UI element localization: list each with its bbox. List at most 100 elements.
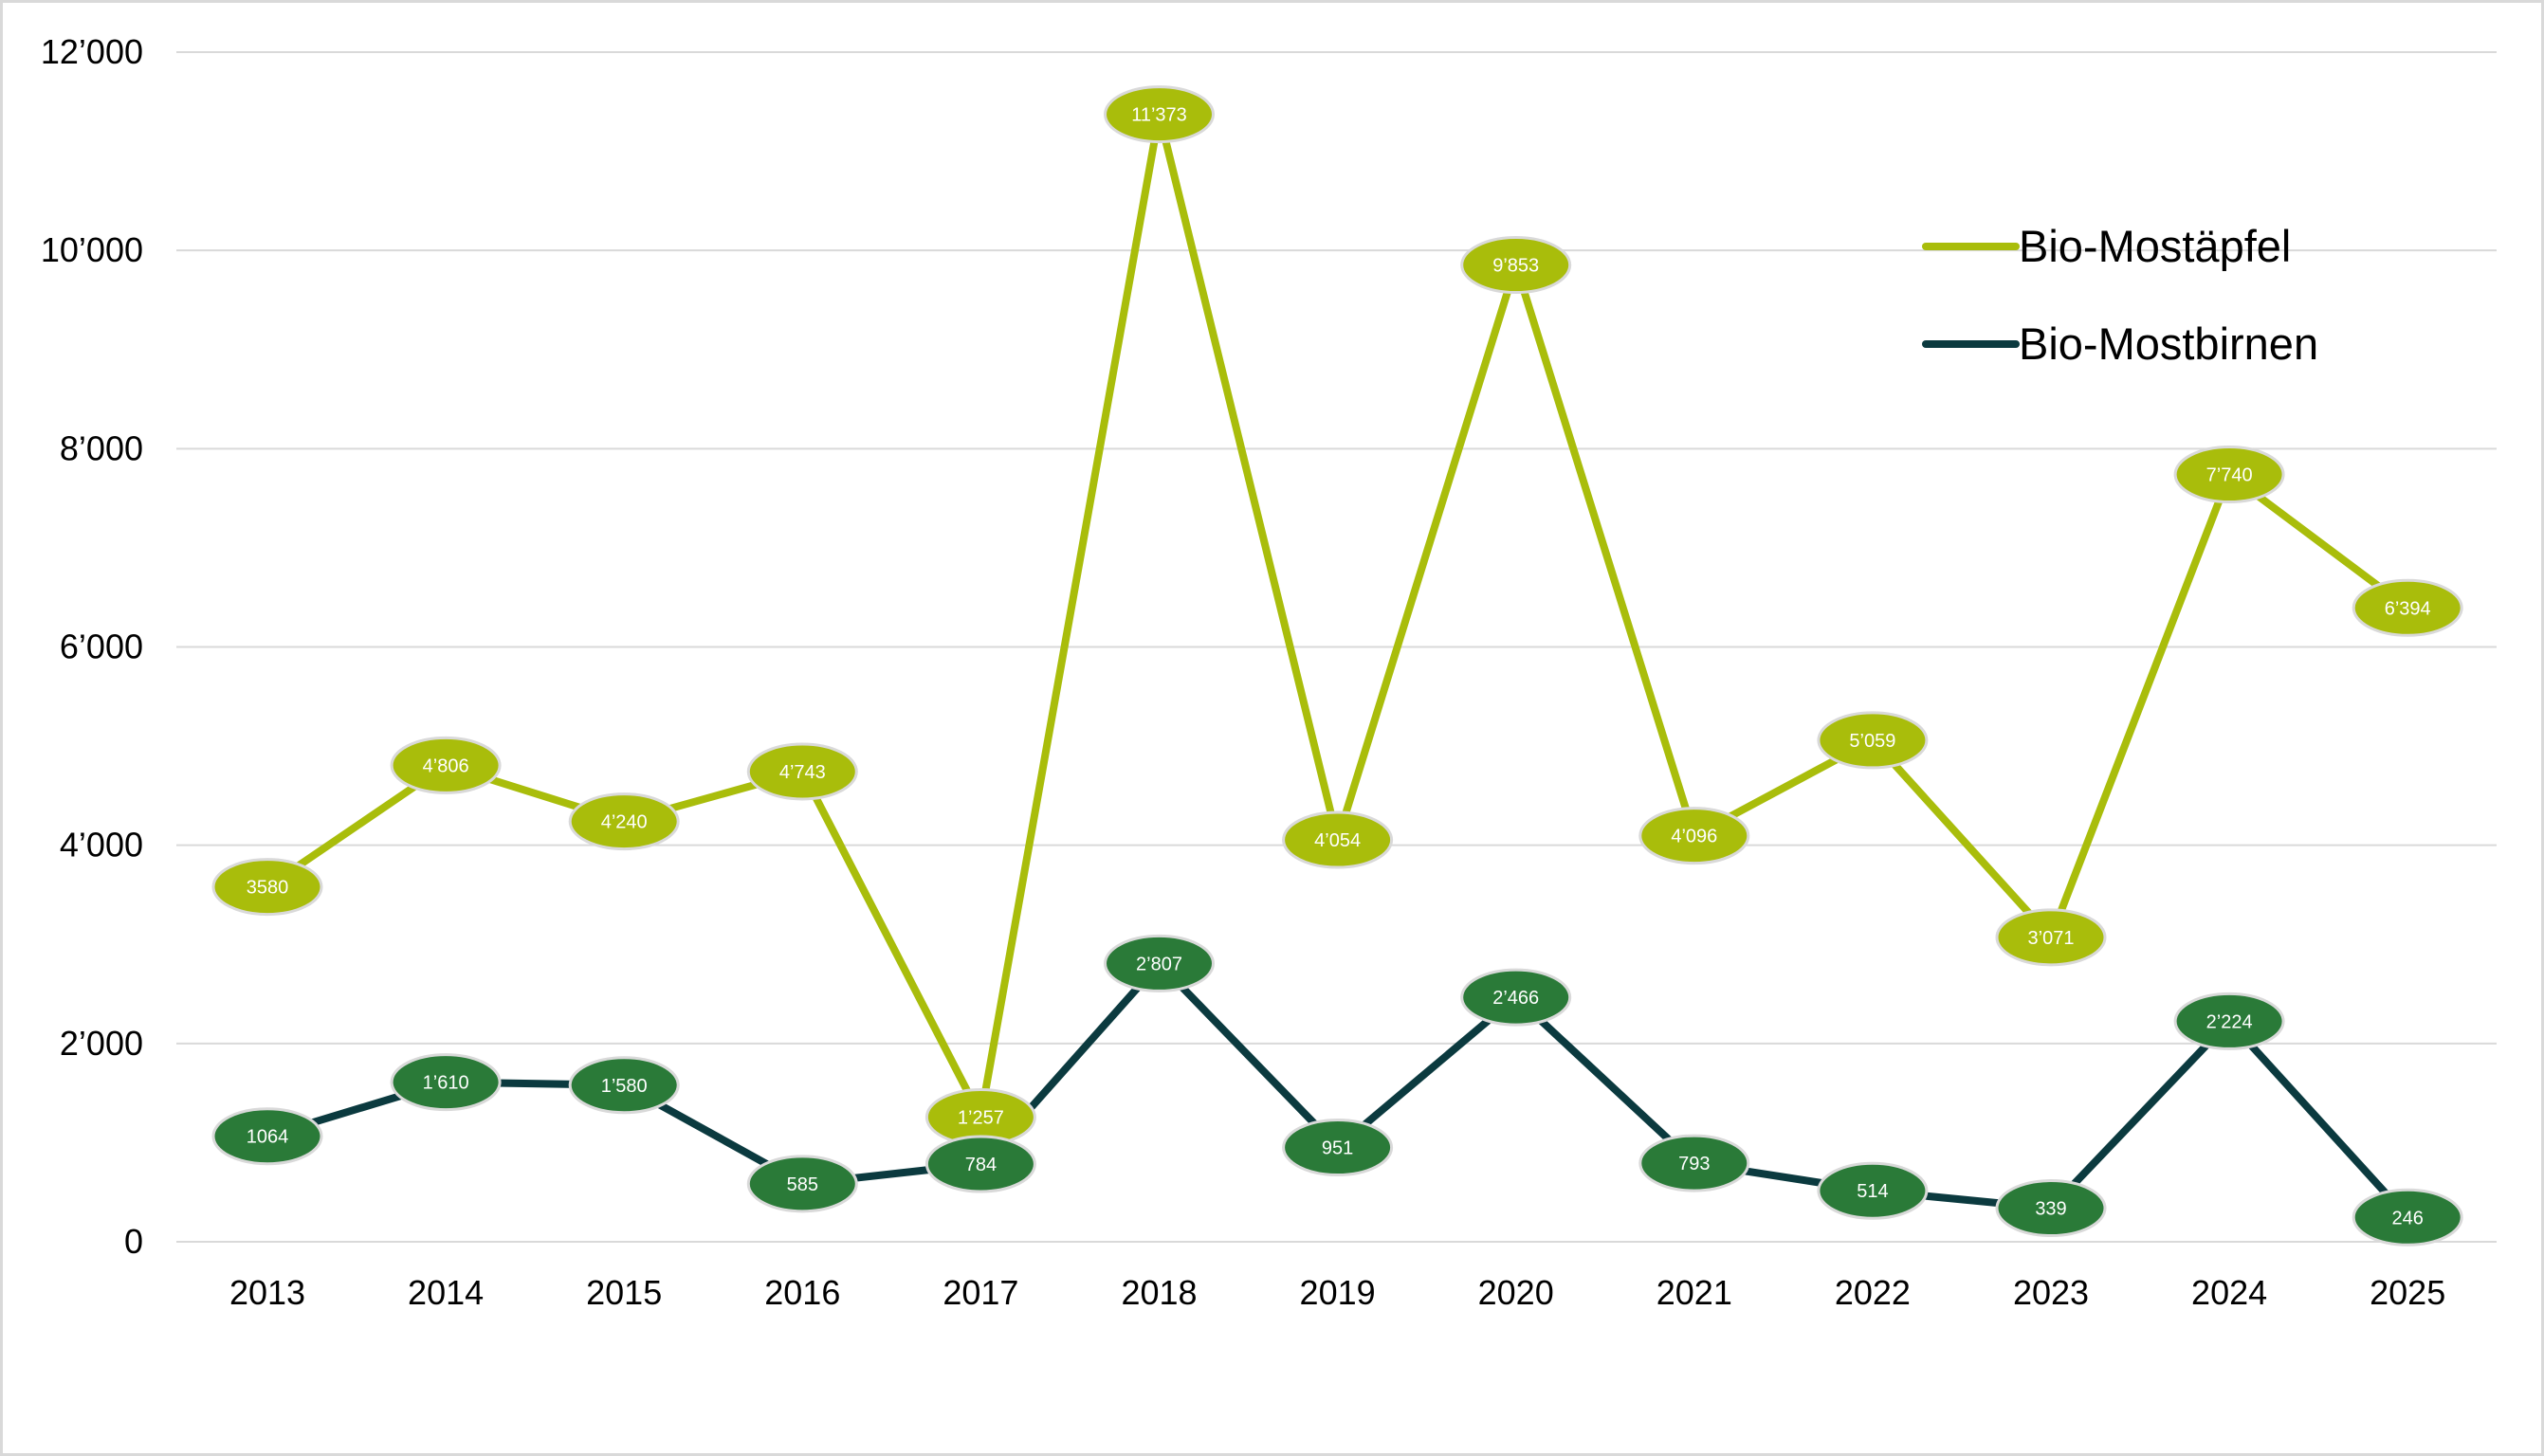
data-marker — [746, 1155, 858, 1213]
data-label: 4’806 — [423, 755, 469, 776]
data-point: 7’740 — [2173, 446, 2285, 504]
data-label: 4’096 — [1671, 827, 1717, 847]
data-label: 514 — [1857, 1181, 1888, 1202]
data-marker — [211, 858, 323, 917]
data-point: 1064 — [211, 1107, 323, 1166]
data-point: 6’394 — [2352, 578, 2463, 637]
data-label: 11’373 — [1131, 105, 1187, 126]
data-marker — [1104, 85, 1215, 144]
legend: Bio-Mostäpfel Bio-Mostbirnen — [1922, 221, 2318, 369]
data-label: 585 — [787, 1174, 818, 1195]
y-tick-label: 2’000 — [60, 1024, 143, 1063]
data-label: 4’240 — [601, 812, 648, 833]
data-point: 1’257 — [924, 1088, 1036, 1147]
data-label: 3580 — [247, 878, 289, 899]
data-label: 4’743 — [779, 762, 826, 783]
data-point: 2’224 — [2173, 992, 2285, 1050]
data-point: 4’096 — [1638, 807, 1750, 865]
data-point: 4’240 — [568, 792, 680, 851]
y-tick-label: 12’000 — [41, 32, 143, 71]
data-marker — [1460, 968, 1572, 1027]
data-label: 9’853 — [1492, 256, 1539, 277]
y-tick-label: 4’000 — [60, 826, 143, 864]
x-tick-label: 2014 — [408, 1273, 484, 1312]
series-lines — [264, 110, 2412, 1222]
data-point: 246 — [2352, 1188, 2463, 1247]
data-marker — [2352, 1188, 2463, 1247]
data-point: 11’373 — [1104, 85, 1215, 144]
data-label: 1’257 — [958, 1108, 1004, 1129]
data-marker — [1460, 236, 1572, 295]
data-point: 9’853 — [1460, 236, 1572, 295]
data-label: 793 — [1678, 1154, 1710, 1174]
data-label: 2’466 — [1492, 988, 1539, 1009]
data-point: 585 — [746, 1155, 858, 1213]
data-point: 784 — [924, 1135, 1036, 1193]
data-marker — [390, 736, 502, 794]
data-label: 7’740 — [2206, 465, 2253, 486]
data-marker — [390, 1053, 502, 1112]
x-tick-label: 2017 — [943, 1273, 1018, 1312]
data-label: 339 — [2035, 1199, 2066, 1220]
data-marker — [211, 1107, 323, 1166]
data-label: 6’394 — [2385, 598, 2431, 619]
x-tick-label: 2019 — [1300, 1273, 1376, 1312]
data-marker — [1638, 1134, 1750, 1192]
legend-entry: Bio-Mostbirnen — [1922, 318, 2318, 369]
legend-label: Bio-Mostbirnen — [2019, 318, 2318, 369]
data-marker — [1282, 810, 1394, 869]
data-label: 3’071 — [2028, 928, 2075, 949]
data-marker — [1282, 1119, 1394, 1177]
x-tick-label: 2018 — [1121, 1273, 1197, 1312]
data-markers: 3580 4’806 4’240 4’743 1’257 11’373 4’054 9’853… — [211, 85, 2463, 1247]
data-marker — [568, 792, 680, 851]
data-label: 1’580 — [601, 1076, 648, 1097]
data-label: 5’059 — [1849, 731, 1895, 752]
data-marker — [2352, 578, 2463, 637]
x-tick-label: 2016 — [764, 1273, 840, 1312]
data-label: 246 — [2392, 1208, 2424, 1228]
line-chart: 0 2’000 4’000 6’000 8’000 10’000 12’000 2013 201… — [41, 32, 2497, 1312]
data-marker — [1995, 1179, 2107, 1238]
x-tick-label: 2022 — [1835, 1273, 1911, 1312]
data-point: 5’059 — [1817, 711, 1929, 770]
data-marker — [568, 1056, 680, 1115]
data-marker — [1638, 807, 1750, 865]
data-marker — [1995, 908, 2107, 967]
data-marker — [1817, 711, 1929, 770]
data-point: 4’743 — [746, 742, 858, 801]
data-point: 3’071 — [1995, 908, 2107, 967]
data-marker — [1104, 934, 1215, 992]
y-tick-label: 0 — [124, 1222, 143, 1261]
data-point: 339 — [1995, 1179, 2107, 1238]
x-tick-label: 2024 — [2191, 1273, 2267, 1312]
legend-entry: Bio-Mostäpfel — [1922, 221, 2291, 271]
data-point: 2’466 — [1460, 968, 1572, 1027]
data-marker — [746, 742, 858, 801]
y-tick-label: 6’000 — [60, 628, 143, 666]
data-point: 951 — [1282, 1119, 1394, 1177]
data-point: 514 — [1817, 1161, 1929, 1220]
data-point: 2’807 — [1104, 934, 1215, 992]
data-point: 4’806 — [390, 736, 502, 794]
data-marker — [2173, 446, 2285, 504]
x-tick-label: 2023 — [2013, 1273, 2089, 1312]
data-point: 3580 — [211, 858, 323, 917]
data-point: 793 — [1638, 1134, 1750, 1192]
y-tick-label: 10’000 — [41, 230, 143, 269]
data-label: 1’610 — [423, 1073, 469, 1094]
axes: 0 2’000 4’000 6’000 8’000 10’000 12’000 2013 201… — [41, 32, 2445, 1312]
x-tick-label: 2021 — [1656, 1273, 1732, 1312]
data-label: 784 — [965, 1155, 997, 1175]
data-point: 4’054 — [1282, 810, 1394, 869]
x-tick-label: 2025 — [2370, 1273, 2445, 1312]
data-marker — [1817, 1161, 1929, 1220]
data-label: 4’054 — [1314, 830, 1361, 851]
data-label: 2’224 — [2206, 1011, 2253, 1032]
data-point: 1’580 — [568, 1056, 680, 1115]
x-tick-label: 2015 — [586, 1273, 662, 1312]
y-tick-label: 8’000 — [60, 428, 143, 467]
data-marker — [2173, 992, 2285, 1050]
data-marker — [924, 1135, 1036, 1193]
